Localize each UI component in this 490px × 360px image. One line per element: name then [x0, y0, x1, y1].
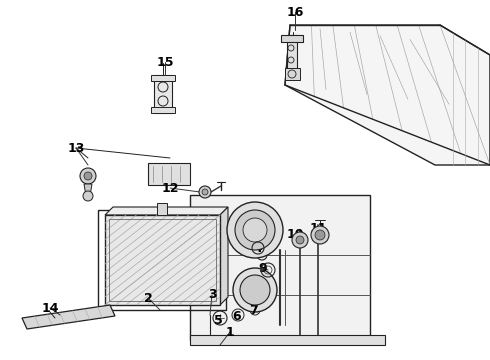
Polygon shape [190, 195, 370, 340]
Text: 12: 12 [161, 181, 179, 194]
Text: 9: 9 [259, 261, 268, 274]
Text: 11: 11 [309, 221, 327, 234]
Ellipse shape [84, 172, 92, 180]
Text: 4: 4 [254, 242, 262, 255]
Text: 10: 10 [286, 229, 304, 242]
Bar [105, 215, 220, 305]
Polygon shape [151, 107, 175, 113]
Ellipse shape [202, 189, 208, 195]
Text: 14: 14 [41, 302, 59, 315]
Ellipse shape [296, 236, 304, 244]
Text: 13: 13 [67, 141, 85, 154]
Bar [109, 219, 216, 301]
Text: 6: 6 [233, 310, 241, 323]
Text: 2: 2 [144, 292, 152, 305]
Bar [190, 335, 385, 345]
Ellipse shape [80, 168, 96, 184]
Polygon shape [22, 305, 115, 329]
Polygon shape [105, 207, 228, 215]
Text: 1: 1 [225, 325, 234, 338]
Text: 15: 15 [156, 55, 174, 68]
Ellipse shape [227, 202, 283, 258]
Ellipse shape [240, 275, 270, 305]
Ellipse shape [292, 232, 308, 248]
Text: 8: 8 [254, 231, 262, 244]
Polygon shape [220, 207, 228, 305]
Ellipse shape [83, 191, 93, 201]
Polygon shape [285, 68, 300, 80]
Ellipse shape [235, 210, 275, 250]
Text: 16: 16 [286, 5, 304, 18]
Polygon shape [260, 290, 272, 302]
Polygon shape [84, 184, 92, 196]
Polygon shape [281, 35, 303, 42]
Ellipse shape [233, 268, 277, 312]
Text: 5: 5 [214, 314, 222, 327]
Text: 3: 3 [208, 288, 216, 302]
Polygon shape [285, 25, 490, 165]
Polygon shape [287, 35, 297, 75]
Bar [157, 203, 167, 215]
Bar [98, 210, 226, 310]
Ellipse shape [243, 218, 267, 242]
Polygon shape [148, 163, 190, 185]
Text: 7: 7 [248, 305, 257, 318]
Ellipse shape [311, 226, 329, 244]
Polygon shape [154, 75, 172, 113]
Ellipse shape [315, 230, 325, 240]
Ellipse shape [199, 186, 211, 198]
Polygon shape [151, 75, 175, 81]
